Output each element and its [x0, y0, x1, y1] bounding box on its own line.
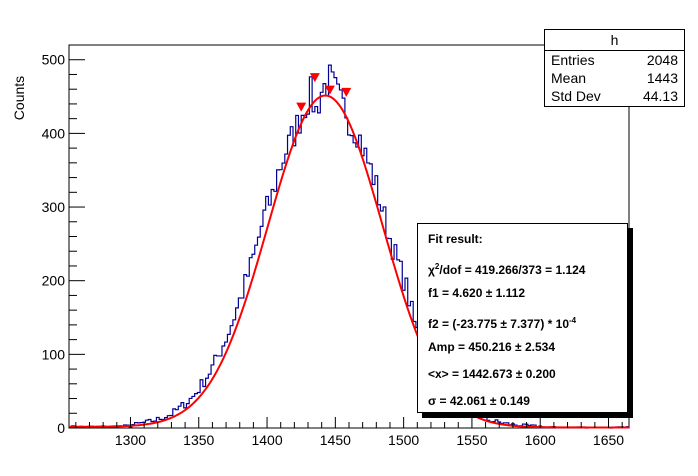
fit-f2: f2 = (-23.775 ± 7.377) * 10-4 — [428, 307, 627, 334]
fit-curve — [69, 94, 630, 429]
y-tick-label: 300 — [42, 199, 66, 215]
fit-chi2: χ2/dof = 419.266/373 = 1.124 — [428, 253, 627, 280]
stats-label: Std Dev — [551, 88, 601, 104]
stats-row-mean: Mean 1443 — [545, 69, 684, 87]
fit-layer — [69, 94, 630, 429]
stats-value: 44.13 — [642, 88, 678, 104]
stats-row-stddev: Std Dev 44.13 — [545, 87, 684, 105]
chi2-value: /dof = 419.266/373 = 1.124 — [439, 263, 586, 277]
x-tick-label: 1550 — [456, 432, 487, 448]
peak-markers — [296, 73, 352, 112]
chi-symbol: χ — [428, 263, 435, 277]
x-tick-label: 1500 — [388, 432, 419, 448]
fit-result-box: Fit result: χ2/dof = 419.266/373 = 1.124… — [417, 223, 628, 413]
y-axis-label: Counts — [11, 76, 27, 120]
stats-row-entries: Entries 2048 — [545, 51, 684, 69]
stats-box: h Entries 2048 Mean 1443 Std Dev 44.13 — [544, 29, 685, 107]
peak-marker — [324, 85, 335, 95]
fit-heading: Fit result: — [428, 232, 483, 246]
stats-label: Entries — [551, 52, 595, 68]
histogram-layer — [69, 64, 629, 429]
x-tick-label: 1300 — [115, 432, 146, 448]
fit-f1: f1 = 4.620 ± 1.112 — [428, 286, 525, 300]
fit-mean: <x> = 1442.673 ± 0.200 — [428, 367, 556, 381]
stats-value: 1443 — [646, 70, 678, 86]
histogram-bars — [69, 64, 629, 429]
y-tick-label: 100 — [42, 346, 66, 362]
f2-value: f2 = (-23.775 ± 7.377) * 10 — [428, 317, 570, 331]
x-tick-label: 1400 — [251, 432, 282, 448]
y-tick-label: 0 — [57, 420, 65, 436]
peak-marker — [296, 102, 307, 112]
fit-sigma: σ = 42.061 ± 0.149 — [428, 394, 530, 408]
fit-amp: Amp = 450.216 ± 2.534 — [428, 340, 556, 354]
x-tick-label: 1350 — [183, 432, 214, 448]
axes: 1300 1350 1400 1450 1500 1550 1600 1650 0 100 200 3… — [42, 44, 624, 448]
x-tick-label: 1650 — [593, 432, 624, 448]
y-tick-label: 200 — [42, 273, 66, 289]
peak-marker — [309, 73, 320, 83]
x-tick-label: 1600 — [525, 432, 556, 448]
y-tick-label: 400 — [42, 125, 66, 141]
y-tick-label: 500 — [42, 52, 66, 68]
stats-title: h — [545, 30, 684, 51]
f2-exponent: -4 — [569, 316, 577, 325]
chi-exponent: 2 — [434, 262, 440, 271]
stats-label: Mean — [551, 70, 587, 86]
peak-marker — [341, 87, 352, 97]
x-tick-label: 1450 — [320, 432, 351, 448]
stats-value: 2048 — [646, 52, 678, 68]
